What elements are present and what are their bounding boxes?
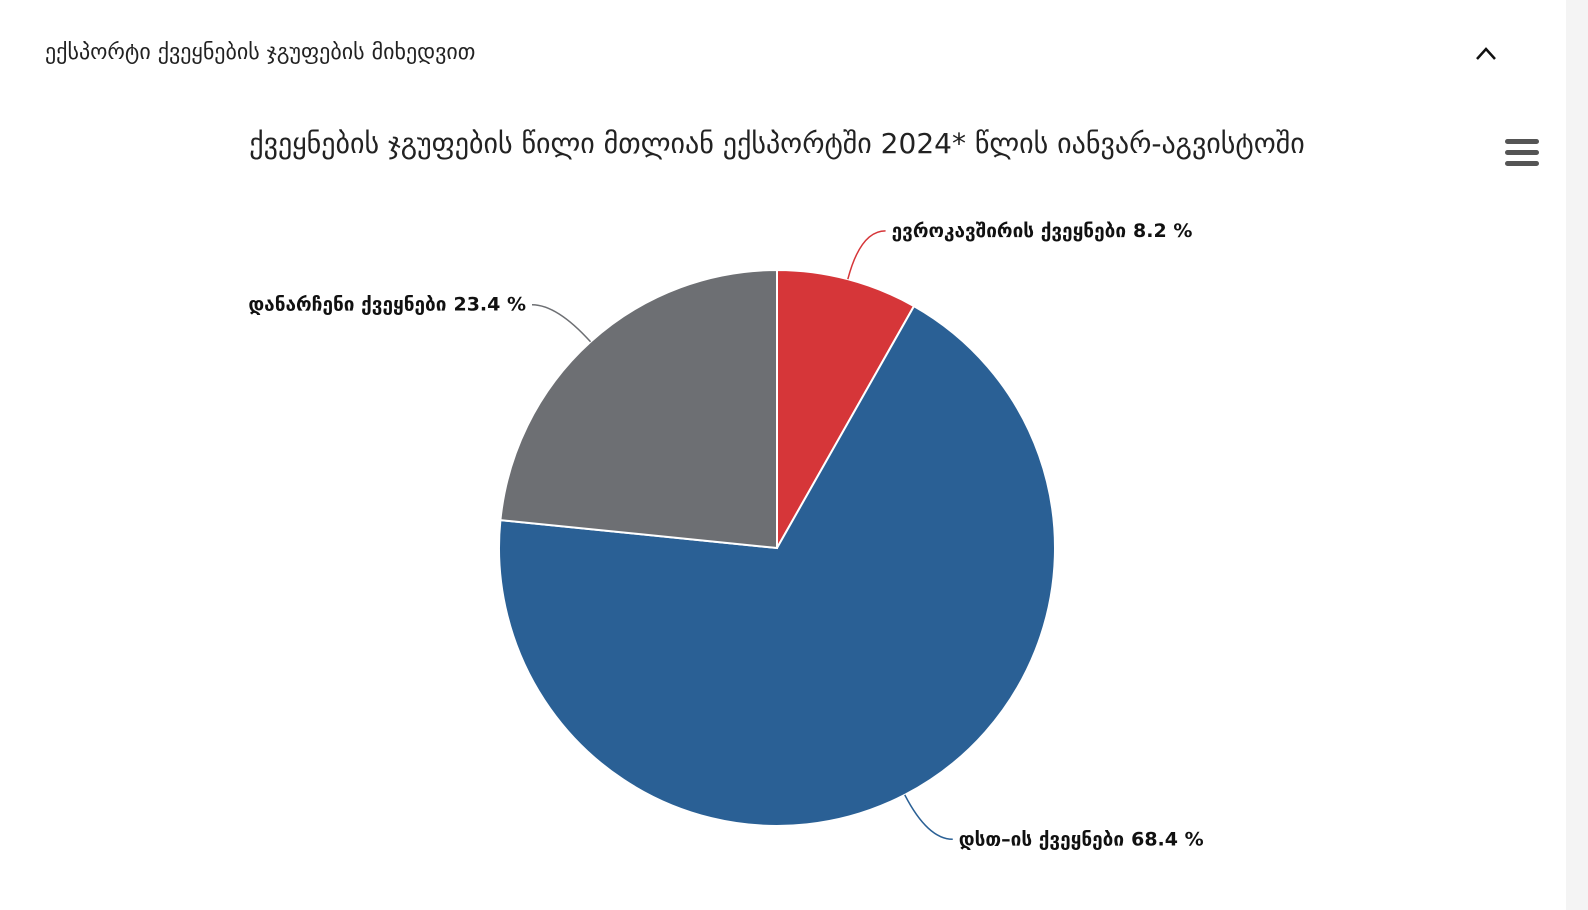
menu-bar	[1505, 139, 1539, 144]
chart-title: ქვეყნების ჯგუფების წილი მთლიან ექსპორტში…	[249, 127, 1305, 160]
category-name: დანარჩენი ქვეყნები	[248, 293, 446, 315]
category-name: ევროკავშირის ქვეყნები	[892, 219, 1126, 241]
connector	[904, 794, 953, 841]
data-label: ევროკავშირის ქვეყნები 8.2 %	[892, 219, 1193, 241]
scrollbar	[1566, 0, 1588, 910]
category-name: დსთ–ის ქვეყნები	[959, 828, 1124, 850]
data-label: დსთ–ის ქვეყნები 68.4 %	[959, 828, 1204, 850]
section-title: ექსპორტი ქვეყნების ჯგუფების მიხედვით	[45, 40, 475, 65]
menu-bar	[1505, 150, 1539, 155]
pie-slice	[499, 268, 778, 550]
value-label: 8.2 %	[1133, 219, 1192, 241]
pie-slice	[776, 268, 916, 552]
value-label: 23.4 %	[453, 293, 526, 315]
value-label: 68.4 %	[1131, 828, 1204, 850]
menu-button[interactable]	[1505, 139, 1539, 166]
connector	[847, 230, 886, 280]
collapse-chevron[interactable]	[1476, 47, 1496, 60]
data-label: დანარჩენი ქვეყნები 23.4 %	[248, 293, 526, 315]
connector	[532, 303, 592, 343]
menu-bar	[1505, 161, 1539, 166]
